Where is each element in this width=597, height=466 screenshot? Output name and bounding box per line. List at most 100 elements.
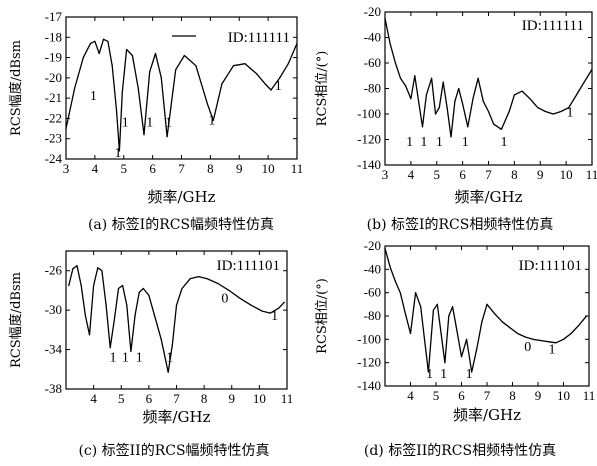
data-point: [409, 332, 412, 335]
data-point: [462, 103, 464, 105]
x-tick-label: 9: [535, 388, 542, 403]
bit-annotation: 1: [501, 135, 508, 150]
data-point: [270, 89, 272, 91]
data-point: [84, 314, 86, 316]
x-tick-label: 5: [434, 167, 441, 182]
bit-annotation: 1: [146, 116, 153, 131]
data-point: [130, 350, 132, 353]
data-point: [149, 71, 151, 73]
data-point: [585, 315, 588, 317]
data-point: [410, 98, 412, 100]
y-tick-label: -38: [45, 381, 62, 396]
data-point: [425, 94, 427, 96]
data-point: [115, 109, 118, 111]
x-tick-label: 6: [459, 167, 466, 182]
data-point: [578, 324, 580, 326]
y-tick-label: -100: [357, 106, 381, 121]
data-point: [142, 287, 144, 290]
x-axis-label: 频率/GHz: [454, 188, 522, 206]
bit-annotation: 1: [420, 135, 427, 150]
y-tick-label: -20: [45, 70, 62, 85]
data-point: [454, 100, 456, 102]
data-point: [68, 284, 70, 287]
y-tick-label: -80: [364, 81, 381, 96]
bit-annotation: 1: [166, 350, 173, 365]
panel-caption: (a) 标签I的RCS幅频特性仿真: [88, 216, 274, 233]
data-point: [283, 301, 285, 303]
data-point: [384, 247, 386, 249]
data-point: [529, 98, 531, 100]
x-tick-label: 11: [281, 391, 294, 406]
x-tick-label: 5: [118, 391, 125, 406]
data-point: [537, 107, 539, 109]
y-axis-label: RCS幅度/dBsm: [8, 272, 24, 368]
data-point: [82, 56, 84, 59]
y-tick-label: -20: [364, 4, 381, 19]
data-point: [206, 103, 209, 105]
data-point: [471, 371, 473, 373]
data-point: [544, 110, 547, 113]
data-point: [137, 87, 139, 89]
y-tick-label: -40: [364, 30, 381, 45]
data-point: [134, 314, 136, 316]
data-point: [167, 371, 169, 373]
x-axis-label: 频率/GHz: [142, 408, 210, 426]
data-point: [101, 270, 103, 272]
y-tick-label: -24: [45, 151, 63, 166]
panel-caption: (d) 标签II的RCS相频特性仿真: [364, 442, 556, 459]
data-point: [107, 40, 109, 42]
data-point: [239, 297, 241, 299]
data-point: [399, 77, 402, 79]
data-point: [438, 107, 440, 109]
x-tick-label: 4: [408, 167, 415, 182]
x-tick-label: 7: [178, 161, 185, 176]
series-line: [384, 248, 588, 373]
x-tick-label: 3: [63, 161, 70, 176]
data-point: [394, 280, 396, 282]
y-axis-label: RCS相位/(°): [315, 51, 330, 127]
y-tick-label: -30: [45, 302, 62, 317]
data-point: [88, 334, 91, 336]
data-point: [458, 87, 460, 90]
x-tick-label: 5: [433, 388, 440, 403]
y-tick-label: -21: [45, 90, 62, 105]
data-point: [455, 327, 457, 329]
data-point: [477, 77, 479, 79]
y-tick-label: -34: [45, 342, 63, 357]
data-point: [472, 98, 474, 100]
y-axis-label: RCS幅度/dBsm: [8, 40, 24, 136]
data-point: [72, 268, 74, 270]
data-point: [451, 306, 454, 308]
data-point: [126, 304, 128, 306]
x-tick-label: 8: [201, 391, 208, 406]
data-point: [562, 338, 565, 340]
data-point: [160, 77, 162, 79]
data-point: [481, 321, 483, 323]
data-point: [111, 65, 113, 67]
data-point: [94, 40, 96, 42]
data-point: [118, 150, 121, 152]
data-point: [131, 54, 134, 57]
data-point: [418, 100, 420, 102]
y-tick-label: -140: [357, 378, 381, 393]
data-point: [508, 110, 510, 113]
data-point: [434, 113, 437, 115]
data-point: [547, 341, 549, 343]
data-point: [206, 278, 208, 280]
data-point: [539, 339, 542, 342]
data-point: [183, 54, 185, 57]
x-tick-label: 10: [253, 391, 266, 406]
x-tick-label: 7: [484, 388, 491, 403]
data-point: [279, 77, 281, 79]
data-point: [244, 63, 246, 65]
data-point: [414, 75, 416, 77]
data-point: [476, 348, 478, 350]
bit-annotation: 1: [567, 106, 574, 121]
data-point: [255, 73, 258, 75]
data-point: [217, 282, 219, 285]
x-tick-label: 4: [407, 388, 414, 403]
bit-annotation: 1: [275, 79, 282, 94]
data-point: [591, 68, 593, 70]
